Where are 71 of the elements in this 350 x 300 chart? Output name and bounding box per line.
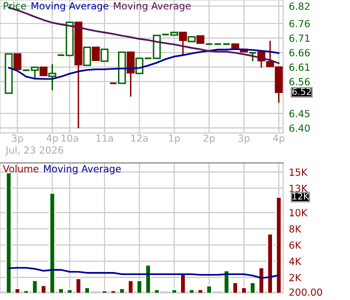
bar <box>144 264 152 293</box>
bar <box>154 288 160 293</box>
line-series <box>8 48 280 80</box>
candlestick <box>126 52 135 98</box>
text: Price <box>4 2 26 10</box>
x-tick-label: 2p <box>204 134 215 144</box>
y-tick-label: 15K <box>290 168 308 176</box>
y-tick-label: 6.66 <box>289 49 310 56</box>
bar <box>136 280 143 293</box>
candlestick <box>13 53 22 70</box>
x-tick-label: 3p <box>238 134 250 144</box>
x-tick-label: 4p <box>46 134 58 144</box>
line-series <box>8 267 280 279</box>
text: Moving Average <box>44 164 121 174</box>
bar <box>48 192 56 293</box>
text: 12K <box>292 192 310 200</box>
bar <box>197 288 204 293</box>
bar <box>275 196 282 293</box>
bar <box>206 285 212 293</box>
y-tick-label: 8K <box>289 225 302 233</box>
y-tick-label: 4K <box>289 258 302 265</box>
bar <box>66 288 74 293</box>
y-tick-label: 6K <box>289 241 302 249</box>
bar <box>75 278 82 293</box>
candlestick <box>83 46 92 66</box>
bar <box>180 273 186 293</box>
bar <box>22 290 30 293</box>
y-tick-label: 6.40 <box>289 124 310 132</box>
x-tick-label: 10a <box>62 134 78 142</box>
bar <box>84 286 90 293</box>
y-tick-label: 6.61 <box>289 64 310 71</box>
bar <box>249 282 256 293</box>
bar <box>101 290 108 293</box>
text: Jul, 23 2026 <box>5 146 64 156</box>
y-tick-label: 13K <box>290 184 308 192</box>
x-tick-label: 4p <box>273 134 284 144</box>
y-tick-label: 6.71 <box>289 34 310 42</box>
bar <box>240 286 248 293</box>
bar <box>127 280 134 293</box>
text: 6.52 <box>292 88 311 95</box>
bar <box>232 282 239 293</box>
text: Moving Average <box>114 2 191 12</box>
y-tick-label: 10K <box>290 209 308 216</box>
y-tick-label: 6.45 <box>289 110 310 118</box>
bar <box>118 288 126 293</box>
bar <box>266 233 274 293</box>
bar <box>258 266 265 293</box>
y-tick-label: 6.76 <box>289 20 310 28</box>
bar <box>14 288 21 293</box>
bar <box>58 288 64 293</box>
x-tick-label: 11a <box>96 134 113 142</box>
y-tick-label: 200.00 <box>289 288 322 296</box>
bar <box>5 172 12 293</box>
bar <box>40 284 47 293</box>
candlestick <box>48 63 56 91</box>
y-tick-label: 6.56 <box>289 78 310 86</box>
bar <box>223 270 230 293</box>
x-tick-label: 12a <box>131 134 148 142</box>
x-tick-label: 1p <box>169 134 180 144</box>
bar <box>170 288 178 293</box>
text: Moving Average <box>32 2 108 12</box>
y-tick-label: 6.82 <box>289 2 310 10</box>
x-tick-label: 3p <box>12 134 24 144</box>
candlestick <box>92 46 100 62</box>
bar <box>110 290 117 293</box>
series-label: Volume <box>2 164 38 172</box>
bar <box>188 288 195 293</box>
candlestick <box>178 32 187 56</box>
candlestick <box>100 48 109 62</box>
y-tick-label: 2K <box>289 274 302 282</box>
bar <box>32 280 38 293</box>
